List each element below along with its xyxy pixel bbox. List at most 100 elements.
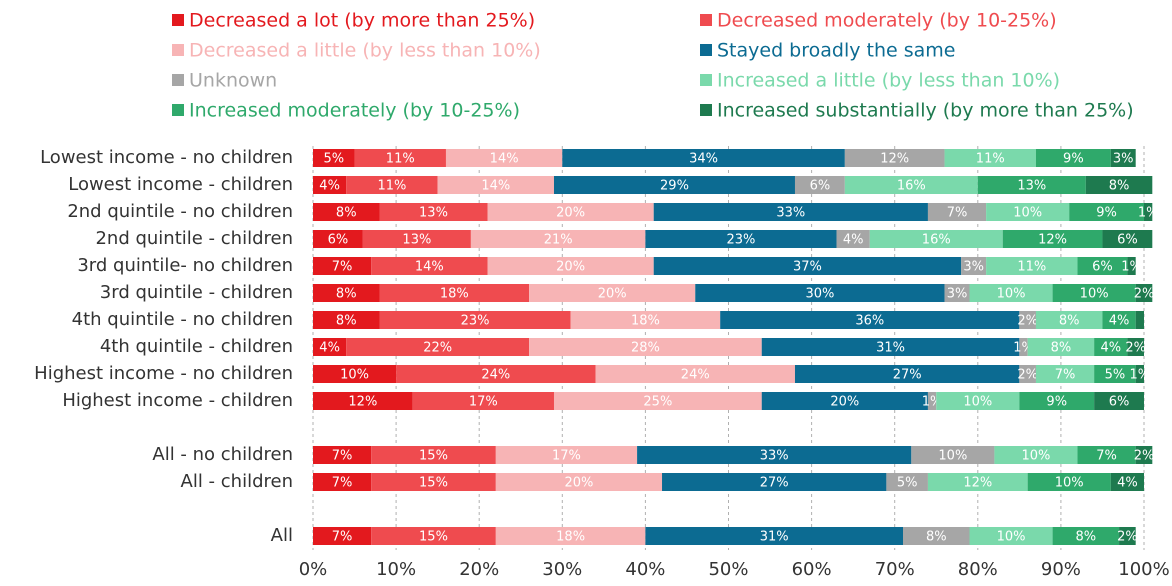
- bar-segment: [487, 203, 654, 221]
- bar-segment: [570, 311, 721, 329]
- data-label: 6%: [328, 233, 349, 248]
- bar-segment: [927, 392, 937, 410]
- data-label: 5%: [323, 152, 344, 167]
- data-label: 1%: [1138, 206, 1159, 221]
- bar-segment: [495, 473, 663, 491]
- bar-segment: [794, 365, 1020, 383]
- bar-segment: [371, 473, 496, 491]
- bar-segment: [371, 257, 488, 275]
- data-label: 12%: [348, 395, 377, 410]
- bar-segment: [1035, 311, 1103, 329]
- data-label: 28%: [631, 341, 660, 356]
- bar-segment: [379, 203, 488, 221]
- legend-swatch: [172, 44, 184, 56]
- bar-segment: [1119, 527, 1136, 545]
- bar-segment: [944, 284, 970, 302]
- data-label: 13%: [419, 206, 448, 221]
- bar-segment: [1052, 527, 1120, 545]
- bar-segment: [562, 149, 845, 167]
- data-label: 4%: [319, 341, 340, 356]
- data-label: 18%: [556, 530, 585, 545]
- bar-segment: [1077, 257, 1128, 275]
- x-tick-label: 90%: [1041, 559, 1081, 580]
- bar-segment: [969, 527, 1053, 545]
- data-label: 23%: [461, 314, 490, 329]
- data-label: 30%: [805, 287, 834, 302]
- bar-segment: [362, 230, 471, 248]
- data-label: 2%: [1134, 287, 1155, 302]
- bar-segment: [1102, 311, 1136, 329]
- legend-label: Decreased moderately (by 10-25%): [717, 10, 1057, 32]
- bar-segment: [794, 176, 845, 194]
- data-label: 33%: [760, 449, 789, 464]
- x-tick-label: 10%: [376, 559, 416, 580]
- data-label: 4%: [1117, 476, 1138, 491]
- bar-segment: [944, 149, 1036, 167]
- bar-segment: [720, 311, 1020, 329]
- legend-swatch: [700, 104, 712, 116]
- data-label: 2%: [1017, 314, 1038, 329]
- category-label: Highest income - no children: [34, 363, 293, 384]
- data-label: 12%: [880, 152, 909, 167]
- legend-label: Increased substantially (by more than 25…: [717, 100, 1134, 122]
- data-label: 25%: [643, 395, 672, 410]
- bar-segment: [553, 392, 762, 410]
- data-label: 5%: [897, 476, 918, 491]
- data-label: 20%: [556, 206, 585, 221]
- category-label: Highest income - children: [62, 390, 293, 411]
- data-label: 15%: [419, 449, 448, 464]
- bar-segment: [1027, 473, 1111, 491]
- data-label: 8%: [1051, 341, 1072, 356]
- x-tick-label: 20%: [459, 559, 499, 580]
- legend-swatch: [172, 74, 184, 86]
- data-label: 11%: [377, 179, 406, 194]
- bar-segment: [903, 527, 970, 545]
- data-label: 7%: [1055, 368, 1076, 383]
- data-label: 7%: [332, 260, 353, 275]
- bar-segment: [379, 284, 530, 302]
- data-label: 34%: [689, 152, 718, 167]
- bar-segment: [313, 149, 355, 167]
- bar-segment: [313, 284, 380, 302]
- legend-label: Unknown: [189, 70, 277, 92]
- bar-segment: [1002, 230, 1103, 248]
- legend-label: Increased a little (by less than 10%): [717, 70, 1060, 92]
- bar-segment: [313, 392, 413, 410]
- bar-segment: [529, 338, 762, 356]
- bar-segment: [346, 338, 530, 356]
- bar-segment: [1019, 392, 1095, 410]
- data-label: 18%: [631, 314, 660, 329]
- data-label: 29%: [660, 179, 689, 194]
- data-label: 14%: [490, 152, 519, 167]
- bar-segment: [1110, 149, 1136, 167]
- data-label: 15%: [419, 476, 448, 491]
- category-label: 4th quintile - children: [100, 336, 293, 357]
- bar-segment: [437, 176, 554, 194]
- bar-segment: [1094, 338, 1128, 356]
- data-label: 7%: [332, 530, 353, 545]
- data-label: 10%: [997, 530, 1026, 545]
- data-label: 37%: [793, 260, 822, 275]
- bar-segment: [1144, 203, 1153, 221]
- data-label: 17%: [552, 449, 581, 464]
- bar-segment: [495, 527, 646, 545]
- bar-segment: [313, 311, 380, 329]
- legend-swatch: [700, 74, 712, 86]
- data-label: 14%: [415, 260, 444, 275]
- bar-segment: [470, 230, 646, 248]
- data-label: 9%: [1046, 395, 1067, 410]
- bar-segment: [412, 392, 554, 410]
- data-label: 18%: [440, 287, 469, 302]
- legend-label: Stayed broadly the same: [717, 40, 956, 62]
- data-label: 3%: [963, 260, 984, 275]
- data-label: 8%: [336, 314, 357, 329]
- x-tick-label: 70%: [875, 559, 915, 580]
- data-label: 10%: [1022, 449, 1051, 464]
- data-label: 10%: [340, 368, 369, 383]
- bar-segment: [886, 473, 928, 491]
- bar-segment: [1094, 365, 1136, 383]
- data-label: 2%: [1134, 449, 1155, 464]
- bar-segment: [313, 473, 372, 491]
- data-label: 6%: [1109, 395, 1130, 410]
